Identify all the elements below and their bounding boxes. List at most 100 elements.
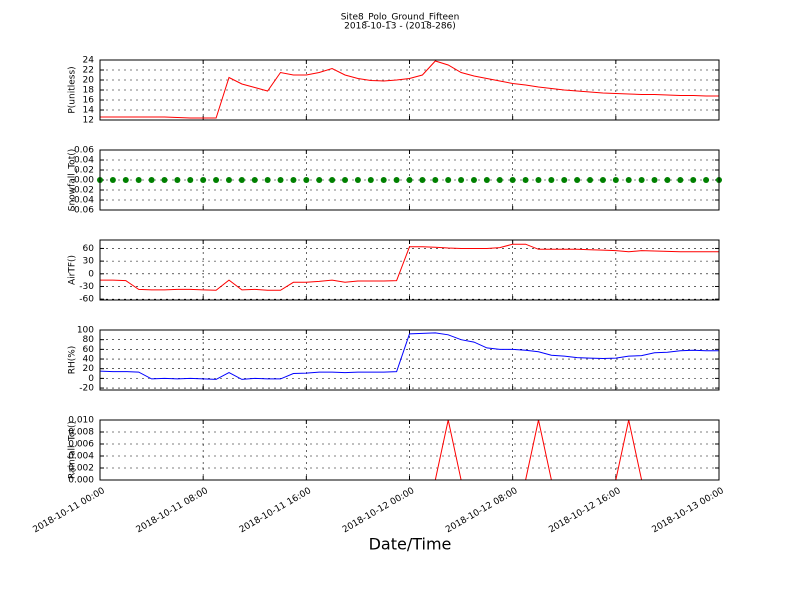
data-point [290,177,297,183]
y-tick-label: 60 [83,244,95,254]
y-tick-label: 60 [83,345,95,355]
data-point [496,177,503,183]
y-tick-label: 0 [88,374,94,384]
x-tick-label: 2018-10-11 16:00 [238,486,313,535]
y-tick-label: 0.004 [68,452,94,462]
data-point [277,177,284,183]
y-tick-label: -30 [79,282,94,292]
chart-subtitle: 2018-10-13 - (2018-286) [344,22,456,32]
data-point [264,177,271,183]
data-point [522,177,529,183]
y-tick-label: 18 [83,86,95,96]
plot-frame [99,239,720,301]
data-point [419,177,426,183]
data-point [703,177,710,183]
data-point [393,177,400,183]
data-point [638,177,645,183]
data-point [161,177,168,183]
plot-frame [99,329,720,391]
x-axis-label: Date/Time [369,535,452,554]
x-tick-label: 2018-10-12 16:00 [547,486,622,535]
data-point [690,177,697,183]
x-tick-label: 2018-10-12 00:00 [341,486,416,535]
data-point [135,177,142,183]
y-tick-label: 0 [88,269,94,279]
y-tick-label: -20 [79,384,94,394]
data-point [445,177,452,183]
y-tick-label: 0.02 [74,166,94,176]
plot-frame [99,149,720,211]
data-point [342,177,349,183]
plot-frame [99,419,720,481]
data-point [148,177,155,183]
data-point [225,177,232,183]
y-tick-label: 0.010 [68,416,94,426]
data-point [587,177,594,183]
data-point [238,177,245,183]
y-tick-label: 100 [77,326,94,336]
y-tick-label: -0.02 [71,186,94,196]
y-tick-label: 0.008 [68,428,94,438]
y-axis-label: RH(%) [68,346,78,375]
y-axis-label: AirTF() [68,255,78,285]
y-axis-label: P(unitless) [68,66,78,113]
data-point [109,177,116,183]
data-point [470,177,477,183]
data-point [599,177,606,183]
y-tick-label: 20 [83,364,95,374]
data-line [100,60,719,119]
y-tick-label: 14 [83,106,95,116]
data-point [574,177,581,183]
data-point [122,177,129,183]
y-tick-label: 22 [83,66,94,76]
data-point [548,177,555,183]
y-tick-label: 12 [83,116,94,126]
data-line [99,332,719,380]
data-point [625,177,632,183]
y-tick-label: 0.06 [74,146,94,156]
data-point [200,177,207,183]
y-tick-label: -60 [79,295,94,305]
data-point [303,177,310,183]
data-point [187,177,194,183]
y-tick-label: 30 [83,257,95,267]
data-point [367,177,374,183]
x-tick-label: 2018-10-11 08:00 [135,486,210,535]
data-point [316,177,323,183]
data-point [535,177,542,183]
data-point [432,177,439,183]
chart-title: Site8_Polo_Ground_Fifteen [341,13,460,23]
y-tick-label: -0.04 [71,196,95,206]
y-tick-label: 0.04 [74,156,94,166]
y-tick-label: 80 [83,335,95,345]
data-point [677,177,684,183]
y-axis-label: Rainfall_Tot() [68,421,78,479]
data-point [458,177,465,183]
data-point [213,177,220,183]
data-point [483,177,490,183]
data-point [664,177,671,183]
data-point [251,177,258,183]
x-tick-label: 2018-10-12 08:00 [444,486,519,535]
y-tick-label: 24 [83,56,95,66]
y-tick-label: 20 [83,76,95,86]
y-tick-label: 16 [83,96,95,106]
x-tick-label: 2018-10-13 00:00 [651,486,726,535]
data-point [651,177,658,183]
x-tick-label: 2018-10-11 00:00 [32,486,107,535]
data-point [380,177,387,183]
y-tick-label: 0.00 [74,176,94,186]
data-point [509,177,516,183]
y-tick-label: 40 [83,355,95,365]
plot-frame [99,59,720,121]
data-point [612,177,619,183]
data-point [561,177,568,183]
y-tick-label: 0.006 [68,440,94,450]
y-tick-label: 0.002 [68,464,94,474]
y-tick-label: 0.000 [68,476,94,486]
data-point [329,177,336,183]
data-point [354,177,361,183]
data-point [174,177,181,183]
y-tick-label: -0.06 [71,206,95,216]
